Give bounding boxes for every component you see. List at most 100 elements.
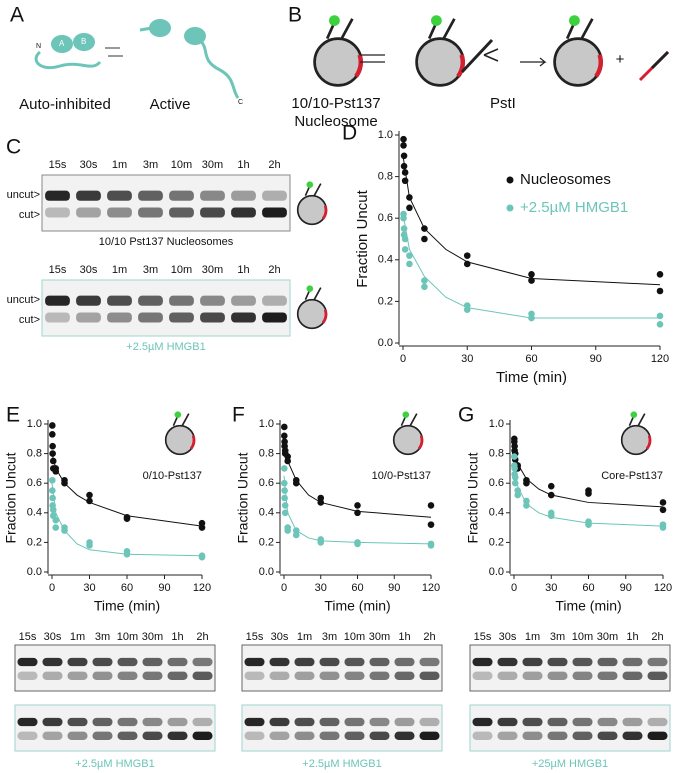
y-tick-label: 0.2: [27, 536, 42, 548]
y-tick-label: 1.0: [259, 418, 274, 430]
gel-band: [167, 731, 188, 740]
gel-band: [244, 717, 265, 727]
data-point: [86, 491, 93, 499]
gel-caption: 10/10 Pst137 Nucleosomes: [99, 236, 234, 248]
lane-label: 30s: [80, 159, 98, 171]
lane-label: 1m: [112, 264, 127, 276]
gel-band: [169, 207, 194, 218]
gel-band: [45, 295, 70, 306]
gel-band: [572, 731, 593, 740]
gel-band: [244, 657, 265, 667]
domain-label: A: [59, 39, 65, 48]
data-point: [656, 271, 664, 278]
data-point: [528, 277, 535, 284]
panel-letter: E: [6, 404, 20, 427]
data-point: [401, 169, 409, 176]
data-point: [354, 502, 361, 509]
y-tick-label: 1.0: [489, 418, 504, 430]
state-label: Active: [150, 96, 191, 113]
nucleosome-icon: [164, 410, 196, 456]
gel-band: [192, 657, 213, 667]
gel-band: [622, 657, 643, 667]
gel-caption: +25µM HMGB1: [532, 758, 608, 770]
data-point: [400, 152, 408, 160]
gel-band: [45, 190, 70, 201]
gel-band: [497, 671, 518, 680]
gel: [241, 644, 443, 692]
data-point: [52, 468, 60, 475]
construct-label: Nucleosome: [294, 113, 377, 130]
lane-label: 30s: [80, 264, 98, 276]
data-point: [49, 494, 56, 502]
construct-label: 10/10-Pst137: [291, 95, 380, 112]
lane-label: 1h: [398, 631, 410, 643]
legend-label: +2.5µM HMGB1: [520, 199, 628, 216]
gel-band: [647, 657, 668, 667]
y-axis-label: Fraction Uncut: [235, 452, 251, 543]
gel-band: [138, 190, 163, 201]
data-point: [656, 287, 664, 295]
legend-marker: [506, 204, 514, 212]
y-tick-label: 0.2: [259, 536, 274, 548]
gel-band: [369, 671, 390, 680]
gel-band: [522, 657, 543, 667]
data-point: [463, 260, 471, 268]
data-point: [49, 450, 56, 457]
gel-band: [394, 717, 415, 727]
gel-band: [167, 671, 188, 680]
data-point: [463, 252, 471, 259]
gel-band: [419, 657, 440, 667]
gel-band: [192, 671, 213, 680]
data-point: [292, 531, 300, 539]
band-label: uncut>: [7, 294, 40, 306]
gel-band: [262, 312, 287, 323]
y-tick-label: 0.6: [27, 477, 42, 489]
gel-band: [572, 671, 593, 680]
gel-band: [117, 717, 138, 727]
gel-band: [319, 731, 340, 740]
domain-label: N: [36, 43, 41, 50]
data-point: [656, 312, 664, 320]
gel-band: [138, 207, 163, 218]
data-point: [427, 502, 435, 509]
legend-label: Nucleosomes: [520, 171, 611, 188]
data-point: [52, 524, 60, 531]
data-point: [406, 204, 413, 212]
lane-label: 10m: [572, 631, 593, 643]
lane-label: 10m: [171, 159, 192, 171]
data-point: [400, 135, 407, 143]
data-point: [511, 479, 519, 487]
gel-band: [45, 312, 70, 323]
gel-band: [622, 731, 643, 740]
annotation: Core-Pst137: [601, 470, 663, 482]
data-point: [400, 214, 407, 222]
data-point: [656, 320, 664, 328]
data-point: [585, 521, 592, 528]
y-tick-label: 0.0: [378, 337, 393, 349]
gel-band: [369, 717, 390, 727]
data-point: [281, 509, 289, 517]
gel: [41, 279, 291, 337]
data-point: [585, 490, 592, 497]
lane-label: 3m: [143, 159, 158, 171]
gel-band: [117, 731, 138, 740]
protein-diagram: [34, 19, 240, 99]
lane-label: 30m: [202, 264, 223, 276]
data-point: [198, 524, 206, 531]
band-label: uncut>: [7, 189, 40, 201]
data-point: [406, 260, 413, 268]
band-label: cut>: [19, 209, 40, 221]
gel-band: [597, 731, 618, 740]
gel-band: [200, 295, 225, 306]
data-point: [284, 527, 291, 534]
data-point: [400, 142, 407, 149]
data-point: [123, 550, 131, 558]
gel-band: [117, 671, 138, 680]
gel: [469, 704, 671, 752]
data-point: [400, 162, 408, 170]
y-axis-label: Fraction Uncut: [354, 189, 371, 287]
gel-band: [262, 207, 287, 218]
x-tick-label: 60: [582, 582, 594, 594]
y-tick-label: 1.0: [27, 418, 42, 430]
gel-band: [107, 312, 132, 323]
